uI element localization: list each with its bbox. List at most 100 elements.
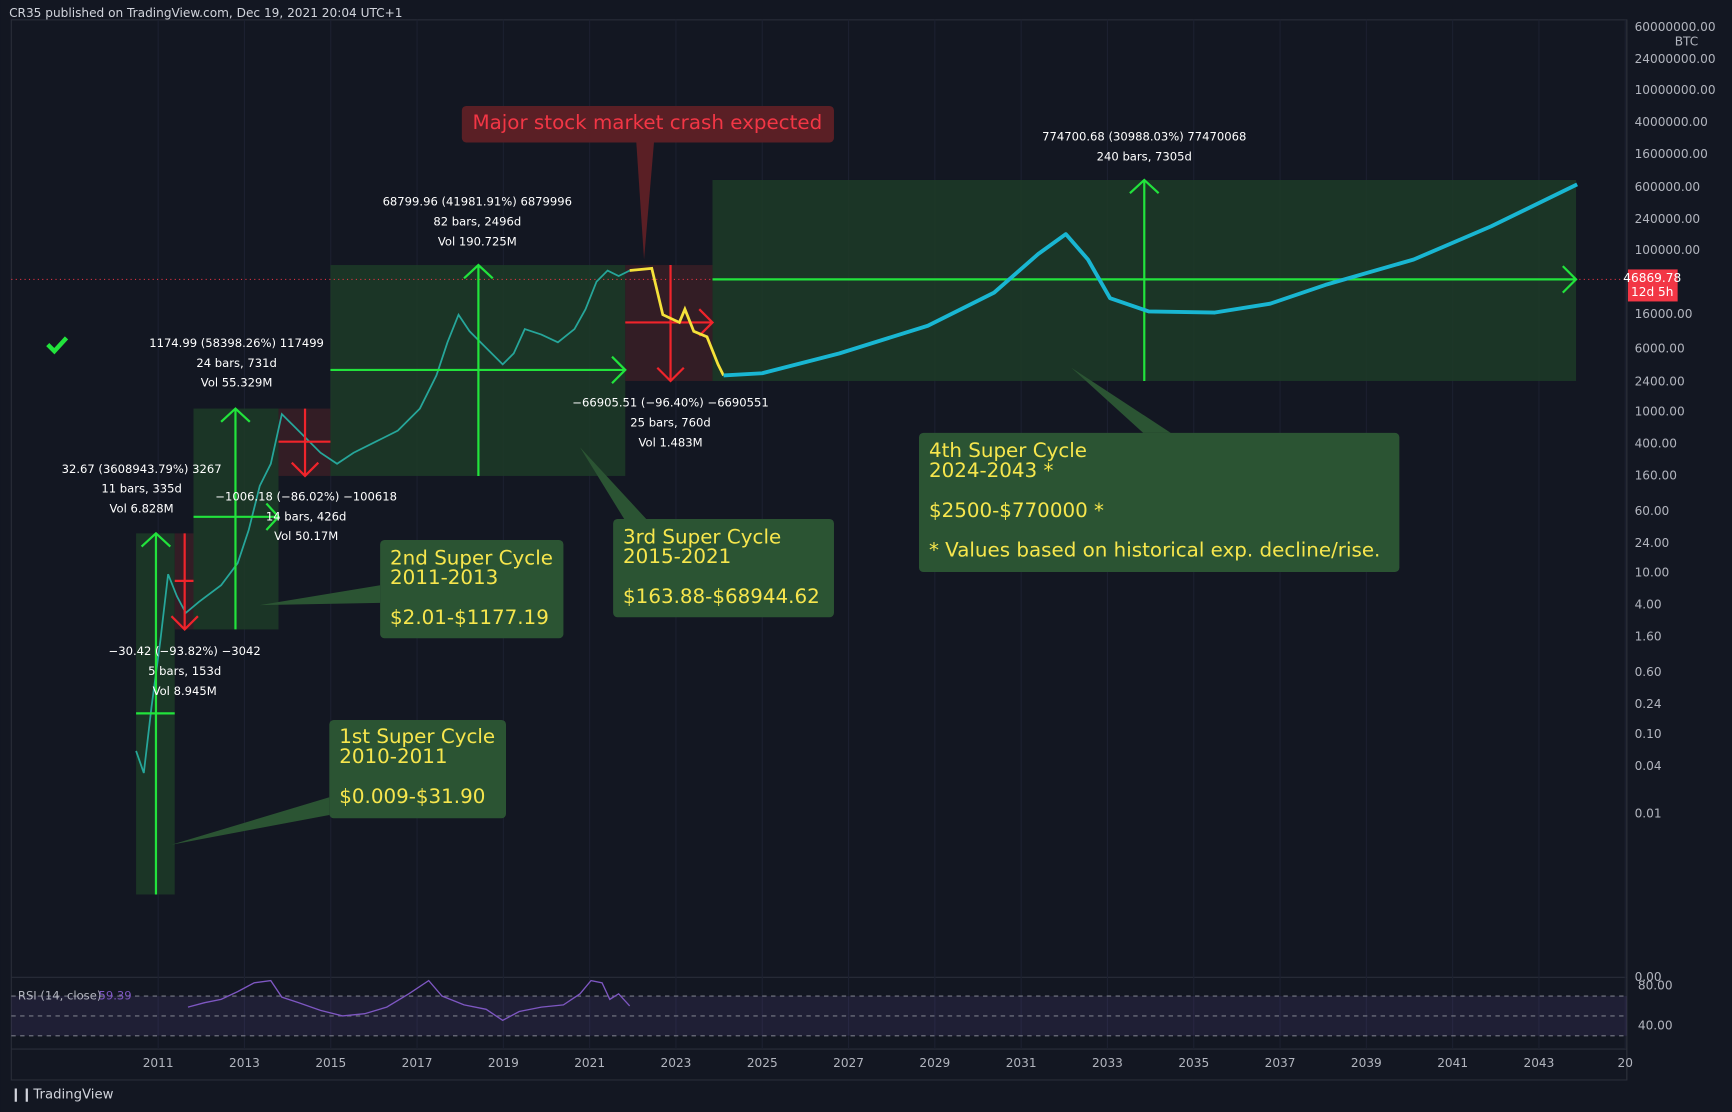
- time-tick-label: 2019: [488, 1056, 519, 1070]
- time-tick-label: 2029: [919, 1056, 950, 1070]
- drawings: 68799.96 (41981.91%) 6879996 82 bars, 249…: [11, 19, 1627, 1050]
- price-unit: BTC: [1675, 34, 1698, 48]
- cycle-projection: [723, 182, 1578, 378]
- checkmark: [46, 336, 69, 355]
- last-price: 46869.78: [1623, 271, 1681, 285]
- banner-text: Major stock market crash expected: [472, 111, 822, 134]
- measure-label: Vol 8.945M: [153, 684, 217, 698]
- measure-label: 774700.68 (30988.03%) 77470068: [1042, 129, 1246, 143]
- price-tick-label: 10.00: [1635, 566, 1670, 580]
- time-tick-label: 2031: [1006, 1056, 1037, 1070]
- measure-label: −1006.18 (−86.02%) −100618: [215, 489, 397, 503]
- publish-info: CR35 published on TradingView.com, Dec 1…: [9, 6, 402, 20]
- rsi-tick-label: 80.00: [1638, 979, 1673, 993]
- time-tick-label: 2013: [229, 1056, 260, 1070]
- measure-label: 11 bars, 335d: [101, 482, 181, 496]
- measure-label: Vol 55.329M: [201, 376, 273, 390]
- callout-box: [613, 519, 834, 618]
- callout-pointer: [259, 585, 381, 606]
- price-tick-label: 600000.00: [1635, 180, 1701, 194]
- time-tick-label: 2041: [1437, 1056, 1468, 1070]
- price-tick-label: 60000000.00: [1635, 20, 1716, 34]
- time-tick-label: 2025: [747, 1056, 778, 1070]
- callout-text: 2015-2021: [623, 545, 731, 568]
- footer-brand: TradingView: [32, 1087, 113, 1102]
- measure-label: 25 bars, 760d: [630, 415, 710, 429]
- time-tick-label: 2023: [661, 1056, 692, 1070]
- measure-label: 14 bars, 426d: [266, 509, 346, 523]
- measure-label: 68799.96 (41981.91%) 6879996: [383, 195, 572, 209]
- callout-box: [380, 539, 564, 639]
- arrow-head: [290, 461, 320, 478]
- banner-pointer: [636, 142, 654, 260]
- price-tick-label: 60.00: [1635, 504, 1670, 518]
- callout-text: * Values based on historical exp. declin…: [929, 539, 1380, 562]
- callout-text: 1st Super Cycle: [339, 725, 495, 748]
- price-tick-label: 0.00: [1635, 970, 1662, 984]
- measure-label: −30.42 (−93.82%) −3042: [109, 644, 261, 658]
- price-tick-label: 0.01: [1635, 806, 1662, 820]
- time-tick-label: 2027: [833, 1056, 864, 1070]
- callout-text: 2024-2043 *: [929, 459, 1054, 482]
- time-tick-label: 2043: [1524, 1056, 1555, 1070]
- time-tick-label: 20: [1618, 1056, 1633, 1070]
- price-tick-label: 24.00: [1635, 536, 1670, 550]
- measure-label: 240 bars, 7305d: [1097, 149, 1192, 163]
- price-tick-label: 16000.00: [1635, 307, 1693, 321]
- price-tick-label: 0.04: [1635, 759, 1662, 773]
- arrow-head: [611, 355, 627, 384]
- rsi-value: 59.39: [99, 989, 132, 1003]
- callout-pointer: [579, 447, 647, 520]
- time-tick-label: 2035: [1178, 1056, 1209, 1070]
- callout-text: 2010-2011: [339, 745, 447, 768]
- arrow-head: [220, 407, 251, 423]
- callout-pointer: [171, 797, 330, 845]
- arrow-head: [1129, 178, 1160, 195]
- price-tick-label: 240000.00: [1635, 212, 1701, 226]
- price-tick-label: 100000.00: [1635, 243, 1701, 257]
- measure-label: −66905.51 (−96.40%) −6690551: [572, 396, 768, 410]
- price-tick-label: 4000000.00: [1635, 115, 1708, 129]
- price-tick-label: 160.00: [1635, 468, 1677, 482]
- price-tick-label: 1.60: [1635, 630, 1662, 644]
- arrow-head: [463, 263, 494, 280]
- crash-projection: [629, 266, 725, 377]
- callout-text: $163.88-$68944.62: [623, 585, 820, 608]
- arrow-head: [1562, 265, 1578, 294]
- time-tick-label: 2037: [1265, 1056, 1296, 1070]
- price-tag: [1627, 269, 1678, 302]
- callout-box: [329, 719, 507, 819]
- arrow-head: [698, 308, 715, 337]
- time-tick-label: 2017: [402, 1056, 433, 1070]
- time-tick-label: 2015: [315, 1056, 346, 1070]
- price-tick-label: 0.60: [1635, 665, 1662, 679]
- arrow-head: [656, 366, 685, 383]
- time-tick-label: 2011: [143, 1056, 174, 1070]
- price-tick-label: 10000000.00: [1635, 83, 1716, 97]
- measure-label: 1174.99 (58398.26%) 117499: [149, 336, 324, 350]
- rsi-tick-label: 40.00: [1638, 1018, 1673, 1032]
- time-tick-label: 2033: [1092, 1056, 1123, 1070]
- rsi-label: RSI (14, close): [18, 989, 101, 1003]
- arrow-head: [170, 615, 199, 631]
- arrow-head: [140, 531, 172, 548]
- price-tick-label: 0.24: [1635, 697, 1662, 711]
- callout-text: 2nd Super Cycle: [390, 546, 553, 569]
- callout-text: $2.01-$1177.19: [390, 606, 549, 629]
- measure-label: Vol 190.725M: [438, 234, 517, 248]
- countdown: 12d 5h: [1631, 285, 1673, 299]
- callout-text: 2011-2013: [390, 566, 498, 589]
- callout-text: $0.009-$31.90: [339, 785, 485, 808]
- rsi-line: [187, 979, 631, 1022]
- price-tick-label: 6000.00: [1635, 341, 1685, 355]
- measure-label: 82 bars, 2496d: [433, 214, 521, 228]
- price-tick-label: 24000000.00: [1635, 52, 1716, 66]
- measure-label: 24 bars, 731d: [196, 356, 276, 370]
- callout-box: [919, 432, 1400, 573]
- measure-label: 32.67 (3608943.79%) 3267: [62, 462, 222, 476]
- logo-mark: ❙❙: [10, 1087, 32, 1102]
- price-tick-label: 4.00: [1635, 598, 1662, 612]
